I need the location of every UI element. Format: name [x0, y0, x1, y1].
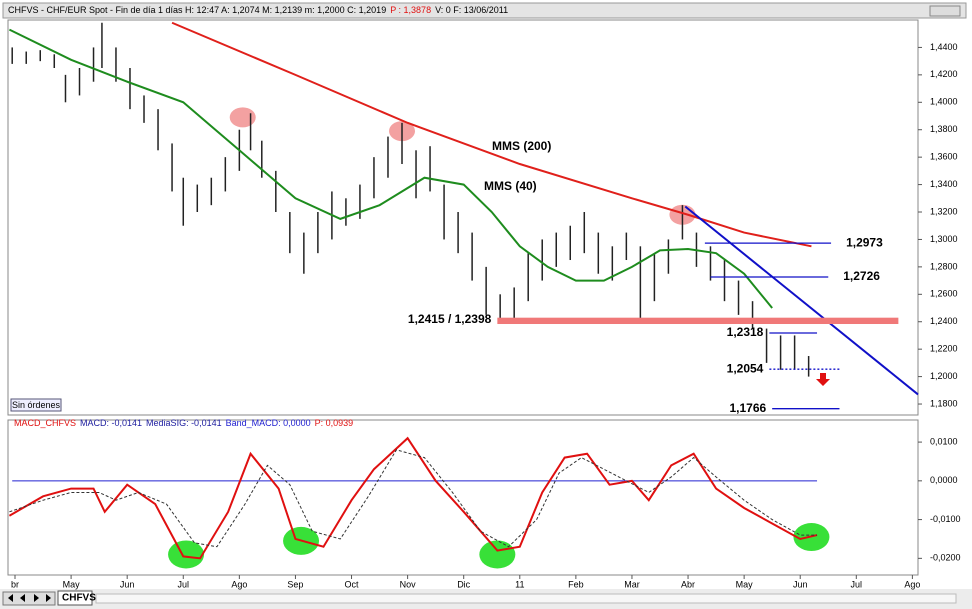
y-tick-label: 1,2200 [930, 344, 958, 354]
y-tick-label: 0,0100 [930, 436, 958, 446]
x-tick-label: Sep [287, 579, 303, 589]
x-tick-label: Feb [568, 579, 584, 589]
y-tick-label: 1,3200 [930, 206, 958, 216]
nav-arrow-icons [8, 594, 51, 602]
trendline [684, 205, 919, 396]
header-text: CHFVS - CHF/EUR Spot - Fin de día 1 días… [8, 5, 508, 15]
x-tick-label: 11 [515, 579, 524, 589]
peak-highlight [229, 107, 256, 128]
x-tick-label: Jul [178, 579, 190, 589]
x-tick-label: Abr [681, 579, 695, 589]
header-p: P : 1,3878 [390, 5, 431, 15]
y-tick-label: 1,3000 [930, 234, 958, 244]
y-tick-label: 1,2800 [930, 261, 958, 271]
ma-label: MMS (200) [492, 139, 551, 153]
y-tick-label: -0,0200 [930, 553, 961, 563]
x-tick-label: Ago [904, 579, 920, 589]
x-tick-label: May [736, 579, 754, 589]
support-band [497, 317, 899, 325]
y-tick-label: -0,0100 [930, 514, 961, 524]
orders-button-label: Sin órdenes [12, 400, 61, 410]
signal-value: MediaSIG: -0,0141 [146, 418, 222, 428]
y-tick-label: 1,2000 [930, 371, 958, 381]
band-value: Band_MACD: 0,0000 [226, 418, 311, 428]
y-tick-label: 1,3400 [930, 179, 958, 189]
macd-frame [7, 419, 919, 576]
tab[interactable] [57, 590, 93, 606]
x-tick-label: Nov [400, 579, 417, 589]
level-label: 1,2054 [727, 361, 764, 375]
y-tick-label: 1,4400 [930, 42, 958, 52]
x-tick-label: Ago [231, 579, 247, 589]
y-tick-label: 1,1800 [930, 398, 958, 408]
x-tick-label: br [11, 579, 19, 589]
p-value: P: 0,0939 [315, 418, 354, 428]
tab-label: CHFVS [62, 593, 96, 604]
macd-value: MACD: -0,0141 [80, 418, 142, 428]
y-tick-label: 1,4200 [930, 69, 958, 79]
trough-highlight [479, 540, 516, 569]
orders-button[interactable] [10, 398, 62, 412]
header-date: V: 0 F: 13/06/2011 [435, 5, 508, 15]
x-tick-label: Oct [345, 579, 360, 589]
level-label: 1,2318 [727, 325, 764, 339]
x-tick-label: May [63, 579, 81, 589]
x-tick-label: Mar [624, 579, 640, 589]
macd-line [9, 449, 818, 548]
x-tick-label: Jun [120, 579, 135, 589]
level-label: 1,2973 [846, 235, 883, 249]
level-label: 1,1766 [729, 401, 766, 415]
window-buttons[interactable] [929, 5, 961, 17]
y-tick-label: 1,3800 [930, 124, 958, 134]
header-info: CHFVS - CHF/EUR Spot - Fin de día 1 días… [8, 5, 386, 15]
header-bar [2, 2, 967, 19]
macd-title: MACD_CHFVS [14, 418, 76, 428]
price-frame [7, 19, 919, 416]
level-label: 1,2415 / 1,2398 [408, 312, 492, 326]
level-label: 1,2726 [843, 269, 880, 283]
macd-line [8, 436, 818, 560]
y-tick-label: 1,2600 [930, 289, 958, 299]
macd-header: MACD_CHFVS MACD: -0,0141 MediaSIG: -0,0141… [14, 418, 353, 428]
y-tick-label: 0,0000 [930, 475, 958, 485]
nav-arrows[interactable] [2, 591, 56, 606]
x-tick-label: Jun [793, 579, 808, 589]
moving-average [8, 28, 773, 309]
ma-label: MMS (40) [484, 179, 537, 193]
nav-buttons[interactable] [2, 591, 56, 606]
trough-highlight [168, 540, 205, 569]
scrollbar[interactable] [95, 593, 957, 604]
moving-average [171, 21, 812, 248]
y-tick-label: 1,3600 [930, 152, 958, 162]
down-arrow [816, 373, 830, 386]
y-tick-label: 1,4000 [930, 97, 958, 107]
y-tick-label: 1,2400 [930, 316, 958, 326]
x-tick-label: Jul [851, 579, 863, 589]
x-tick-label: Dic [457, 579, 470, 589]
